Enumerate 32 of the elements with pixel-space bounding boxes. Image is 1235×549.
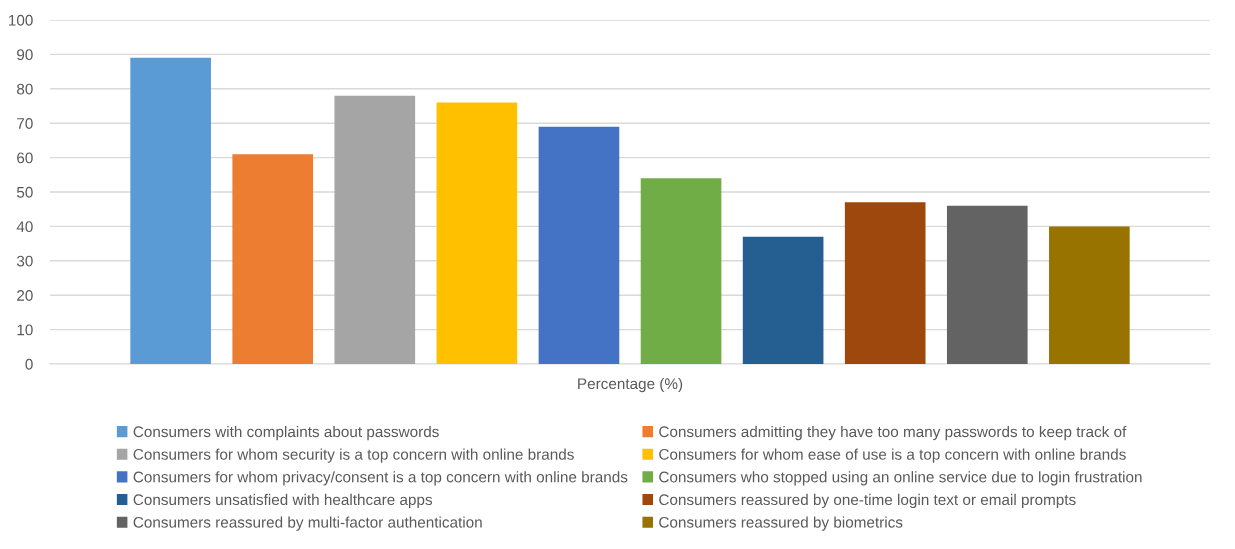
legend-label: Consumers reassured by biometrics [659,516,903,531]
y-tick-label: 80 [17,83,33,95]
bar [232,154,314,364]
bar [334,95,416,364]
y-tick-label: 0 [25,358,33,370]
legend-label: Consumers for whom privacy/consent is a top concern with online brands [133,471,628,486]
bar [640,178,722,364]
legend-label: Consumers who stopped using an online service due to login frustration [659,471,1142,486]
y-tick-label: 60 [17,152,33,164]
y-tick-label: 30 [16,255,33,267]
legend-label: Consumers for whom ease of use is a top concern with online brands [659,448,1126,463]
x-tick-label: Percentage (%) [578,377,683,393]
legend-label: Consumers for whom security is a top concern with online brands [133,448,574,463]
legend-label: Consumers unsatisfied with healthcare apps [133,493,433,509]
legend-label: Consumers with complaints about passwords [133,425,439,441]
bar [538,126,620,364]
bar [1049,226,1130,364]
y-tick-label: 70 [17,118,33,129]
bar [436,102,518,364]
y-tick-label: 10 [17,324,33,336]
bar [130,57,211,364]
y-tick-label: 90 [17,49,33,61]
y-tick-label: 100 [9,14,33,26]
y-tick-label: 20 [17,290,33,301]
y-tick-label: 40 [16,221,33,233]
legend-label: Consumers admitting they have too many passwords to keep track of [659,425,1127,441]
legend-label: Consumers reassured by one-time login text or email prompts [659,493,1076,509]
bar [946,205,1028,364]
bar [742,236,824,364]
legend-label: Consumers reassured by multi-factor authentication [133,516,482,531]
y-tick-label: 50 [16,186,33,198]
bar [844,202,926,364]
